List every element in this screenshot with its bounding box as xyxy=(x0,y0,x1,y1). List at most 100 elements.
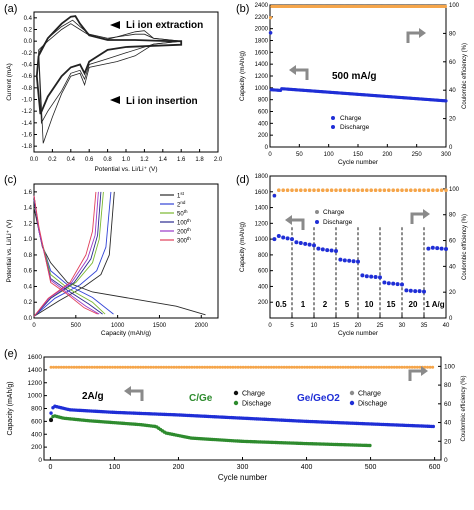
panel-e-efficiency-point xyxy=(77,365,81,369)
panel-e-efficiency-point xyxy=(72,365,76,369)
panel-e-efficiency-point xyxy=(164,365,168,369)
panel-d-ytick-label: 1200 xyxy=(255,221,269,227)
panel-d-ytick-label: 1800 xyxy=(255,174,269,180)
panel-e-efficiency-point xyxy=(111,365,115,369)
panel-d-ytick-label: 1600 xyxy=(255,190,269,196)
panel-d-capacity-point xyxy=(351,259,356,264)
panel-e-efficiency-point xyxy=(121,365,125,369)
panel-d-capacity-point xyxy=(329,248,334,253)
panel-d-rate-label: 1 A/g xyxy=(425,300,444,309)
panel-d-arrow-right xyxy=(410,209,430,224)
panel-a-xtick-label: 1.2 xyxy=(140,157,149,163)
panel-b-y2label: Coulombic efficiency (%) xyxy=(462,43,468,109)
panel-e-efficiency-point xyxy=(272,365,276,369)
panel-e-efficiency-point xyxy=(64,365,68,369)
panel-e-efficiency-point xyxy=(426,365,430,369)
panel-d-y2tick-label: 40 xyxy=(449,264,456,270)
panel-e-efficiency-point xyxy=(336,365,340,369)
panel-b-arrow-left xyxy=(289,65,309,80)
panel-d-efficiency-point xyxy=(378,188,382,192)
panel-d-efficiency-point xyxy=(444,188,448,192)
panel-e-efficiency-point xyxy=(413,365,417,369)
panel-e-efficiency-point xyxy=(216,365,220,369)
panel-d-capacity-point xyxy=(338,257,343,262)
panel-e-efficiency-point xyxy=(93,365,97,369)
panel-c-legend-label: 1st xyxy=(177,191,185,200)
panel-c-xtick-label: 1500 xyxy=(153,323,167,329)
panel-d-capacity-point xyxy=(298,241,303,246)
panel-d-efficiency-point xyxy=(343,188,347,192)
panel-e-efficiency-point xyxy=(151,365,155,369)
panel-e-efficiency-point xyxy=(244,365,248,369)
panel-e-efficiency-point xyxy=(241,365,245,369)
panel-b-y2tick-label: 0 xyxy=(449,145,453,151)
panel-b-y2tick-label: 40 xyxy=(449,88,456,94)
panel-e-y2tick-label: 0 xyxy=(444,457,448,464)
panel-c-xtick-label: 1000 xyxy=(111,323,125,329)
panel-a-xtick-label: 0.8 xyxy=(103,157,112,163)
panel-d-capacity-point xyxy=(307,242,312,247)
panel-e-efficiency-point xyxy=(269,365,273,369)
panel-d-capacity-point xyxy=(439,246,444,251)
panel-e-group-cge: C/Ge xyxy=(189,393,213,404)
panel-c-legend-label: 2nd xyxy=(177,200,186,209)
panel-b-legend-discharge-marker xyxy=(331,125,335,129)
panel-d-ylabel: Capacity (mAh/g) xyxy=(239,222,246,272)
panel-letter-b: (b) xyxy=(236,3,249,15)
panel-c-charge-curve-200th xyxy=(33,191,99,317)
panel-e-ytick-label: 400 xyxy=(31,431,42,438)
panel-e-efficiency-point xyxy=(249,365,253,369)
panel-c-legend-number: 1 xyxy=(177,194,181,200)
panel-d-efficiency-point xyxy=(334,188,338,192)
panel-d-capacity-point xyxy=(404,288,409,293)
panel-b-xtick-label: 200 xyxy=(382,152,393,158)
panel-e-arrow-right-head xyxy=(421,366,428,376)
panel-e-efficiency-point xyxy=(428,365,432,369)
panel-d-efficiency-point xyxy=(347,188,352,192)
panel-a-xtick-label: 0.0 xyxy=(30,157,39,163)
panel-letter-d: (d) xyxy=(236,174,249,186)
panel-e-efficiency-point xyxy=(274,365,278,369)
panel-d-efficiency-point xyxy=(387,188,391,192)
panel-b-discharge-point xyxy=(444,99,448,103)
panel-e-efficiency-point xyxy=(385,365,389,369)
panel-e-efficiency-point xyxy=(251,365,255,369)
panel-e-arrow-right xyxy=(408,366,428,381)
panel-e-efficiency-point xyxy=(100,365,104,369)
panel-e-efficiency-point xyxy=(367,365,371,369)
panel-d-legend-discharge-marker xyxy=(315,220,319,224)
panel-e-legend-right-charge: Charge xyxy=(358,391,381,398)
panel-e-efficiency-point xyxy=(203,365,207,369)
panel-b-xlabel: Cycle number xyxy=(338,159,379,166)
panel-e-gegeo2-point xyxy=(431,424,436,429)
panel-e-efficiency-point xyxy=(167,365,171,369)
panel-b-xtick-label: 50 xyxy=(296,152,303,158)
panel-d-capacity-point xyxy=(294,240,299,245)
panel-e-legend-right-discharge-marker xyxy=(349,400,355,406)
panel-d-y2label: Coulombic efficiency (%) xyxy=(462,214,468,280)
panel-b-legend-charge-marker xyxy=(331,116,335,120)
panel-e-efficiency-point xyxy=(321,365,325,369)
panel-e-efficiency-point xyxy=(351,365,355,369)
panel-e-arrow-left-head xyxy=(124,386,131,396)
panel-a-ytick-label: -0.6 xyxy=(22,74,33,80)
panel-d-efficiency-point xyxy=(303,188,308,192)
panel-e-efficiency-point xyxy=(379,365,383,369)
panel-e-efficiency-point xyxy=(405,365,409,369)
panel-d-legend-charge: Charge xyxy=(323,209,345,216)
panel-c-ylabel: Potential vs. Li/Li⁺ (V) xyxy=(6,219,13,282)
panel-c-ytick-label: 0.0 xyxy=(24,316,33,322)
panel-b-arrow-right-head xyxy=(419,28,426,38)
panel-d-capacity-point xyxy=(400,282,404,287)
panel-e-y2tick-label: 100 xyxy=(444,363,455,370)
panel-d-xtick-label: 10 xyxy=(311,323,318,329)
panel-a-arrow-insertion xyxy=(110,96,120,104)
panel-e-efficiency-point xyxy=(290,365,294,369)
panel-e-efficiency-point xyxy=(82,365,86,369)
panel-e-efficiency-point xyxy=(177,365,181,369)
panel-d-efficiency-point xyxy=(294,188,299,192)
panel-e-efficiency-point xyxy=(390,365,394,369)
panel-e-efficiency-point xyxy=(318,365,322,369)
